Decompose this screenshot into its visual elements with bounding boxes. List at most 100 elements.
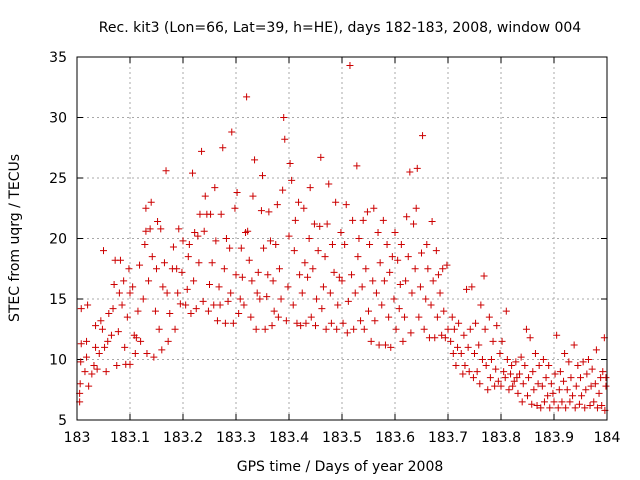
data-point	[591, 380, 599, 388]
data-point	[136, 261, 144, 269]
data-point	[266, 237, 274, 245]
data-point	[176, 300, 184, 308]
data-point	[319, 283, 327, 291]
data-point	[126, 289, 134, 297]
data-point	[275, 265, 283, 273]
data-point	[463, 285, 471, 293]
y-tick-label: 15	[49, 292, 67, 308]
data-point	[150, 353, 158, 361]
data-point	[146, 225, 154, 233]
data-point	[272, 241, 280, 249]
data-point	[304, 273, 312, 281]
data-point	[293, 319, 301, 327]
data-point	[378, 301, 386, 309]
data-point	[524, 392, 531, 400]
data-point	[261, 325, 269, 333]
data-point	[305, 235, 313, 242]
data-point	[279, 186, 287, 194]
data-point	[192, 305, 200, 313]
data-point	[210, 301, 218, 309]
data-point	[166, 310, 174, 318]
data-point	[508, 362, 516, 370]
data-point	[339, 319, 347, 327]
data-point	[466, 325, 474, 333]
data-point	[487, 356, 495, 363]
data-point	[460, 331, 468, 339]
data-point	[396, 280, 404, 288]
data-point	[240, 301, 248, 309]
data-point	[357, 317, 365, 325]
data-point	[558, 398, 566, 406]
data-point	[238, 273, 246, 281]
data-point	[251, 156, 259, 164]
data-point	[228, 128, 236, 136]
data-point	[441, 334, 449, 342]
data-point	[554, 404, 562, 412]
data-point	[298, 289, 306, 297]
data-point	[355, 235, 363, 242]
data-point	[561, 349, 569, 357]
data-point	[125, 265, 133, 273]
data-point	[92, 343, 100, 351]
data-point	[465, 368, 473, 376]
data-point	[406, 168, 414, 176]
data-point	[190, 277, 198, 285]
y-tick-label: 35	[49, 50, 67, 66]
data-point	[290, 247, 298, 255]
data-point	[196, 210, 204, 218]
data-point	[123, 313, 131, 321]
data-point	[461, 362, 469, 370]
y-tick-label: 25	[49, 171, 67, 187]
data-point	[316, 222, 324, 230]
data-point	[358, 283, 366, 291]
data-point	[110, 280, 118, 288]
data-point	[518, 398, 526, 406]
data-point	[486, 374, 494, 382]
data-point	[428, 218, 436, 226]
data-point	[464, 343, 472, 351]
data-point	[540, 398, 548, 406]
data-point	[163, 289, 171, 297]
data-point	[301, 259, 309, 267]
data-point	[555, 386, 563, 394]
data-point	[109, 305, 117, 313]
data-point	[471, 349, 478, 357]
data-point	[118, 301, 126, 309]
data-point	[243, 93, 251, 101]
data-point	[288, 176, 296, 184]
data-point	[83, 353, 91, 361]
data-point	[178, 268, 186, 276]
data-point	[158, 346, 166, 354]
data-point	[212, 237, 220, 245]
data-point	[77, 305, 85, 313]
data-point	[371, 317, 379, 325]
data-point	[139, 295, 147, 303]
data-point	[602, 382, 610, 390]
data-point	[154, 218, 162, 226]
data-point	[183, 285, 191, 293]
data-point	[129, 283, 137, 291]
data-point	[473, 368, 481, 376]
data-point	[496, 349, 504, 357]
data-point	[300, 204, 308, 212]
data-point	[560, 377, 568, 385]
data-point	[413, 164, 421, 172]
y-axis-label: STEC from uqrg / TECUs	[7, 154, 23, 322]
data-point	[440, 307, 448, 315]
data-point	[588, 365, 596, 373]
data-point	[469, 374, 477, 382]
data-point	[565, 358, 573, 366]
data-point	[102, 368, 110, 376]
data-point	[162, 167, 170, 175]
data-point	[249, 192, 257, 200]
data-point	[482, 362, 490, 370]
data-point	[120, 277, 128, 285]
data-point	[529, 368, 537, 376]
data-point	[309, 265, 317, 273]
data-point	[85, 382, 93, 390]
data-point	[215, 283, 223, 291]
data-point	[370, 204, 378, 212]
x-tick-label: 183.3	[216, 430, 256, 446]
data-point	[449, 349, 457, 357]
data-point	[502, 307, 510, 315]
